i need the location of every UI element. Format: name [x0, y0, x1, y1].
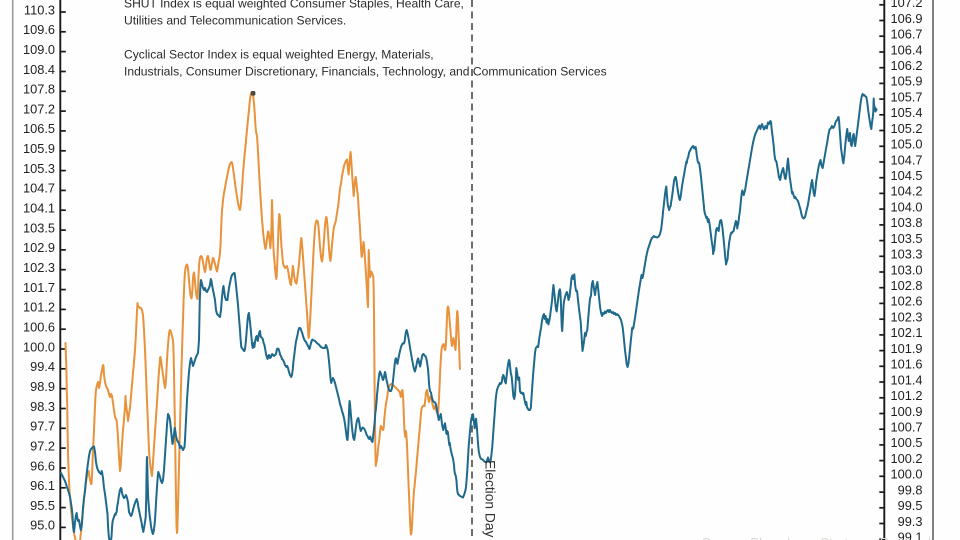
svg-text:98.9: 98.9 — [30, 379, 55, 394]
svg-text:95.5: 95.5 — [30, 498, 55, 513]
svg-text:104.5: 104.5 — [890, 168, 922, 183]
svg-text:107.2: 107.2 — [23, 101, 55, 116]
svg-text:98.3: 98.3 — [30, 399, 55, 414]
svg-text:99.5: 99.5 — [898, 498, 923, 513]
svg-text:106.2: 106.2 — [890, 58, 922, 73]
svg-text:107.2: 107.2 — [890, 0, 922, 10]
svg-text:103.5: 103.5 — [23, 220, 55, 235]
svg-text:100.9: 100.9 — [890, 404, 922, 419]
svg-text:103.8: 103.8 — [890, 215, 922, 230]
svg-text:106.5: 106.5 — [23, 121, 55, 136]
svg-text:101.2: 101.2 — [23, 300, 55, 315]
svg-text:100.2: 100.2 — [890, 451, 922, 466]
svg-text:104.0: 104.0 — [890, 199, 922, 214]
svg-text:106.7: 106.7 — [890, 27, 922, 42]
svg-text:100.0: 100.0 — [23, 339, 55, 354]
svg-text:100.5: 100.5 — [890, 435, 922, 450]
svg-text:Utilities and Telecommunicatio: Utilities and Telecommunication Services… — [124, 14, 346, 28]
svg-text:99.1: 99.1 — [898, 530, 923, 540]
svg-text:Industrials, Consumer Discreti: Industrials, Consumer Discretionary, Fin… — [124, 65, 607, 79]
svg-text:103.5: 103.5 — [890, 231, 922, 246]
svg-text:104.7: 104.7 — [890, 152, 922, 167]
svg-text:105.4: 105.4 — [890, 105, 922, 120]
svg-text:96.1: 96.1 — [30, 478, 55, 493]
svg-text:105.9: 105.9 — [890, 74, 922, 89]
svg-text:SHUT Index is equal weighted C: SHUT Index is equal weighted Consumer St… — [124, 0, 464, 11]
svg-text:101.9: 101.9 — [890, 341, 922, 356]
svg-text:105.9: 105.9 — [23, 141, 55, 156]
svg-text:109.6: 109.6 — [23, 22, 55, 37]
svg-text:99.4: 99.4 — [30, 359, 55, 374]
svg-text:100.7: 100.7 — [890, 420, 922, 435]
svg-text:100.0: 100.0 — [890, 467, 922, 482]
svg-text:101.6: 101.6 — [890, 357, 922, 372]
svg-text:Cyclical Sector Index is equal: Cyclical Sector Index is equal weighted … — [124, 48, 434, 62]
svg-text:101.4: 101.4 — [890, 372, 922, 387]
svg-text:105.0: 105.0 — [890, 137, 922, 152]
svg-text:102.1: 102.1 — [890, 325, 922, 340]
svg-text:Election Day: Election Day — [483, 460, 498, 538]
svg-text:108.4: 108.4 — [23, 62, 55, 77]
svg-text:96.6: 96.6 — [30, 458, 55, 473]
svg-text:99.8: 99.8 — [898, 482, 923, 497]
svg-text:102.9: 102.9 — [23, 240, 55, 255]
svg-text:107.8: 107.8 — [23, 82, 55, 97]
svg-text:102.6: 102.6 — [890, 294, 922, 309]
svg-text:106.9: 106.9 — [890, 11, 922, 26]
svg-text:104.1: 104.1 — [23, 201, 55, 216]
svg-text:99.3: 99.3 — [898, 514, 923, 529]
svg-text:102.3: 102.3 — [23, 260, 55, 275]
svg-text:106.4: 106.4 — [890, 42, 922, 57]
svg-text:100.6: 100.6 — [23, 320, 55, 335]
svg-text:110.3: 110.3 — [24, 2, 55, 17]
svg-text:109.0: 109.0 — [23, 42, 55, 57]
svg-text:105.3: 105.3 — [23, 161, 55, 176]
svg-text:105.2: 105.2 — [890, 121, 922, 136]
svg-text:104.2: 104.2 — [890, 184, 922, 199]
svg-text:103.0: 103.0 — [890, 262, 922, 277]
svg-text:102.3: 102.3 — [890, 310, 922, 325]
svg-text:97.2: 97.2 — [30, 438, 55, 453]
svg-text:97.7: 97.7 — [30, 419, 55, 434]
svg-text:101.7: 101.7 — [23, 280, 55, 295]
svg-text:103.3: 103.3 — [890, 247, 922, 262]
svg-text:104.7: 104.7 — [23, 181, 55, 196]
svg-text:95.0: 95.0 — [30, 518, 55, 533]
svg-text:Source: Bloomberg, Strategas R: Source: Bloomberg, Strategas Research — [702, 535, 935, 540]
svg-text:105.7: 105.7 — [890, 89, 922, 104]
svg-text:101.2: 101.2 — [890, 388, 922, 403]
svg-text:102.8: 102.8 — [890, 278, 922, 293]
